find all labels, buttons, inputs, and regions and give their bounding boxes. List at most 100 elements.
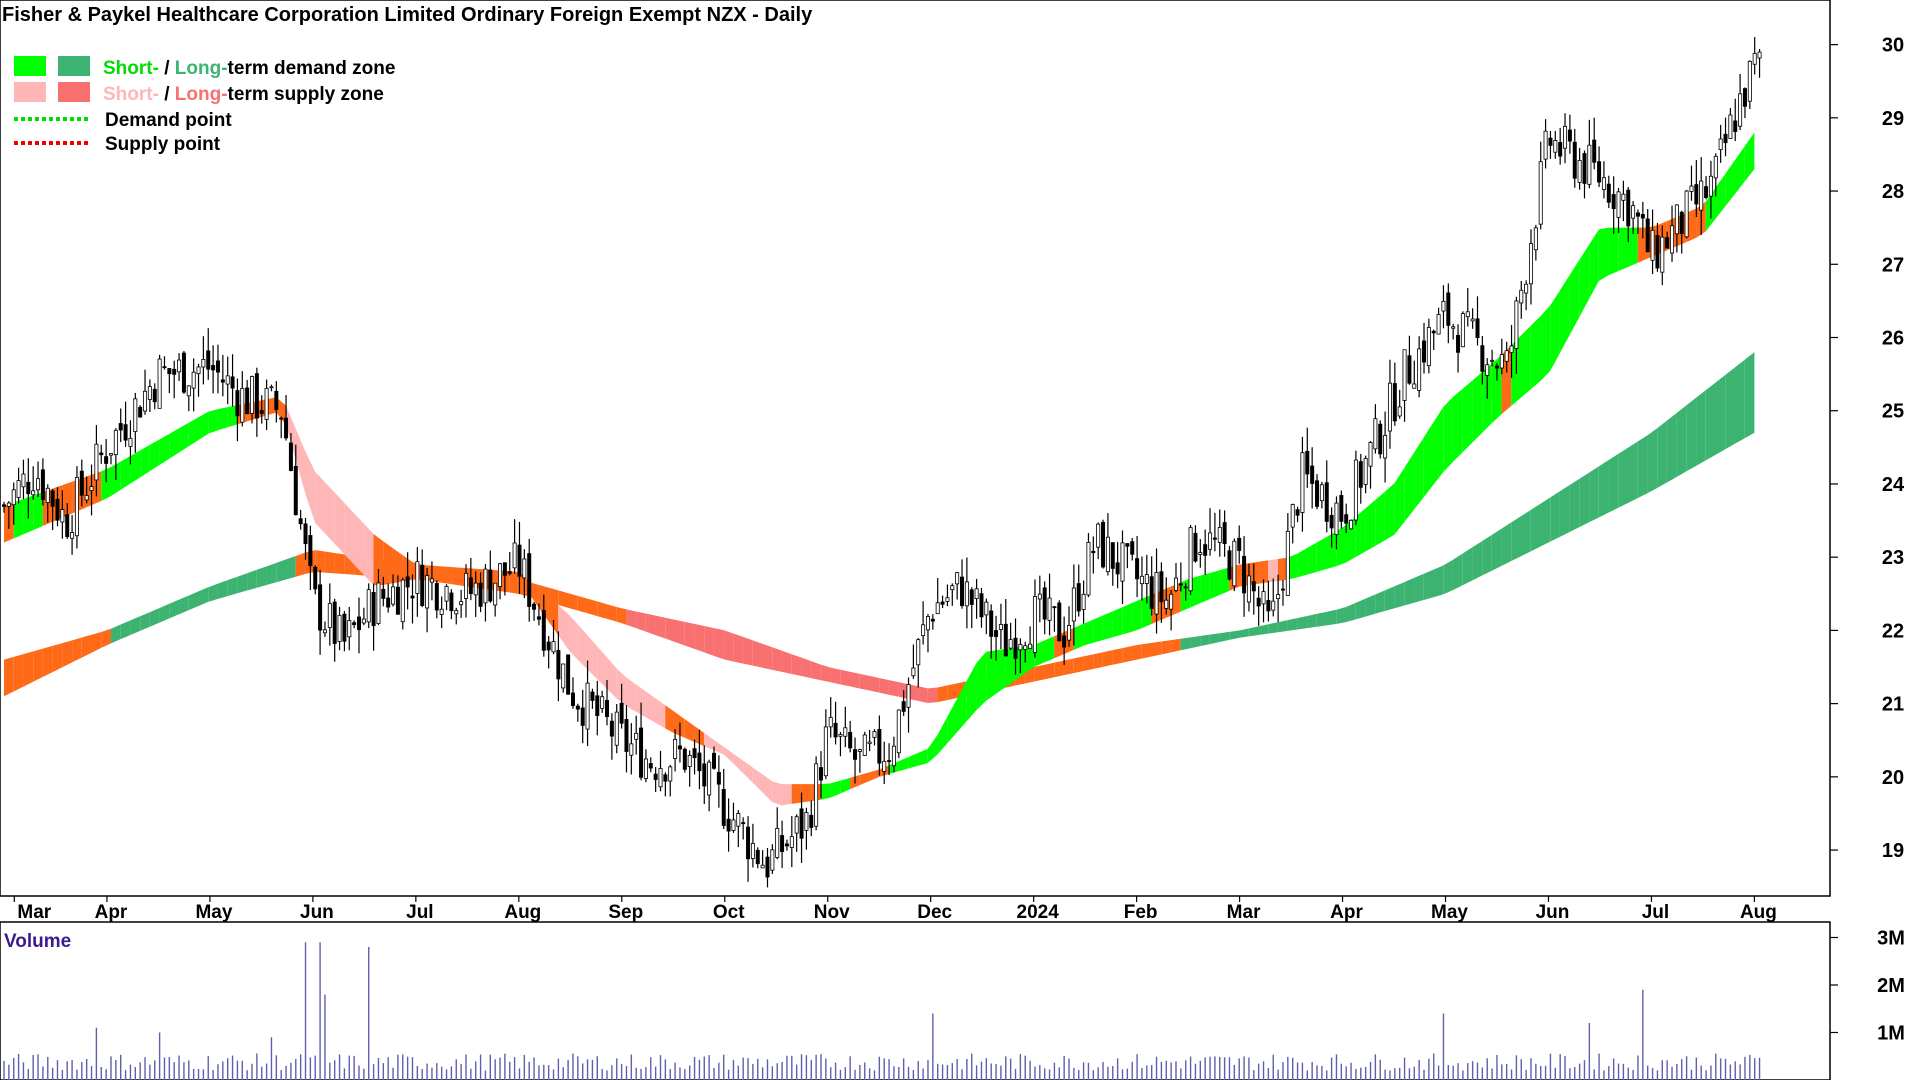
candle-body — [765, 856, 770, 878]
candle-body — [1047, 597, 1052, 621]
candle-body — [133, 398, 138, 432]
short-term-zone-segment — [344, 502, 355, 565]
candle-body — [1587, 144, 1592, 185]
candle-body — [609, 720, 614, 737]
candle-body — [381, 588, 386, 599]
short-term-zone-segment — [1005, 647, 1016, 687]
candle-body — [823, 726, 828, 777]
candle-body — [211, 365, 216, 371]
short-term-zone-segment — [1452, 388, 1463, 462]
long-term-zone-segment — [859, 673, 870, 691]
long-term-zone-segment — [733, 633, 744, 664]
candle-body — [240, 388, 245, 423]
candle-body — [162, 366, 167, 369]
short-term-zone-segment — [626, 677, 637, 712]
candle-body — [366, 589, 371, 623]
candle-body — [1130, 541, 1135, 555]
short-term-zone-segment — [363, 523, 374, 586]
candle-body — [1290, 504, 1295, 528]
candle-body — [828, 717, 833, 728]
price-panel-frame — [0, 0, 1831, 897]
long-term-zone-segment — [42, 645, 53, 677]
month-tick-label: Apr — [95, 902, 128, 923]
candle-body — [814, 763, 819, 827]
candle-body — [1436, 314, 1441, 335]
candle-body — [1120, 542, 1125, 582]
candle-body — [172, 368, 177, 375]
long-term-zone-segment — [1744, 352, 1755, 439]
short-term-zone-segment — [1112, 607, 1123, 638]
candle-body — [1514, 300, 1519, 349]
volume-axis: 1M 2M 3M — [1830, 928, 1905, 1045]
candle-body — [1494, 365, 1499, 369]
long-term-zone-segment — [1102, 650, 1113, 667]
candle-body — [123, 424, 128, 441]
candle-body — [99, 452, 104, 456]
short-term-zone-segment — [1433, 406, 1444, 485]
candle-body — [318, 584, 323, 631]
short-term-zone-segment — [159, 433, 170, 465]
long-term-zone-segment — [597, 601, 607, 619]
candle-body — [502, 562, 507, 576]
price-tick-label: 25 — [1882, 401, 1904, 423]
candle-body — [570, 692, 575, 707]
candle-body — [1621, 193, 1626, 201]
short-term-zone-segment — [645, 691, 656, 723]
candle-body — [181, 352, 186, 393]
price-tick-label: 24 — [1882, 474, 1905, 496]
legend-demand-point-label: Demand point — [105, 110, 232, 131]
long-term-zone-segment — [1345, 602, 1356, 623]
candle-body — [536, 616, 541, 620]
long-term-zone-segment — [1598, 460, 1609, 518]
candle-body — [872, 731, 877, 738]
candle-body — [298, 518, 303, 525]
short-term-zone-segment — [568, 613, 578, 660]
candle-body — [677, 745, 682, 750]
long-term-zone-segment — [1190, 636, 1201, 649]
candle-body — [1626, 189, 1631, 227]
long-term-zone-segment — [1112, 648, 1123, 665]
candle-body — [857, 749, 862, 752]
month-tick-label: Dec — [917, 902, 952, 923]
candle-body — [1378, 423, 1383, 455]
candle-body — [838, 734, 843, 737]
long-term-zone-segment — [752, 640, 763, 668]
candle-body — [376, 582, 381, 624]
short-term-zone-segment — [723, 746, 734, 764]
long-term-zone-segment — [1501, 522, 1512, 566]
candle-body — [556, 650, 561, 680]
short-term-zone-segment — [1443, 397, 1453, 473]
long-term-zone-segment — [558, 590, 569, 608]
long-term-zone-segment — [1083, 654, 1094, 672]
candle-body — [1524, 283, 1529, 294]
short-term-zone-segment — [1093, 615, 1103, 643]
legend-swatch-short-demand — [14, 56, 46, 76]
short-term-zone-segment — [1268, 559, 1278, 583]
candle-body — [1164, 599, 1169, 609]
candle-body — [1315, 480, 1320, 507]
candle-body — [308, 535, 313, 567]
long-term-zone-segment — [1725, 367, 1735, 450]
chart-title: Fisher & Paykel Healthcare Corporation L… — [2, 4, 813, 26]
long-term-zone-segment — [1550, 491, 1560, 542]
short-term-zone-segment — [1637, 227, 1648, 263]
candle-body — [36, 478, 41, 491]
candle-body — [104, 456, 109, 464]
candle-body — [400, 579, 405, 623]
candle-body — [1689, 185, 1694, 192]
candle-body — [653, 773, 658, 780]
long-term-zone-segment — [1161, 640, 1171, 655]
candle-body — [1674, 204, 1679, 235]
candle-body — [522, 558, 527, 579]
candle-body — [575, 705, 580, 710]
long-term-zone-segment — [1472, 541, 1483, 581]
candle-body — [332, 601, 337, 644]
candle-body — [493, 582, 498, 606]
short-term-zone-segment — [713, 739, 724, 755]
long-term-zone-segment — [1647, 428, 1658, 494]
candle-body — [721, 789, 726, 826]
candle-body — [410, 595, 415, 599]
candle-body — [741, 822, 746, 825]
candle-body — [789, 836, 794, 848]
short-term-zone-segment — [801, 784, 812, 803]
